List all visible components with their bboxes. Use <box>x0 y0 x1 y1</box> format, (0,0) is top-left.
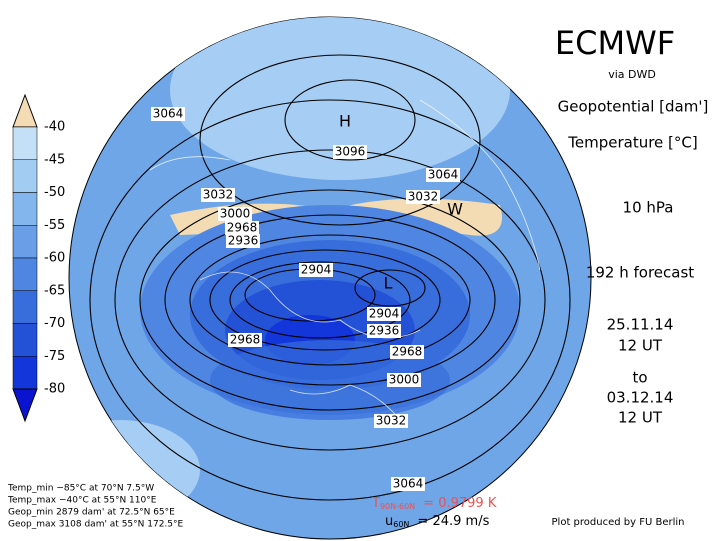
symbol: T <box>371 496 380 511</box>
label-box <box>426 168 460 182</box>
label-box <box>406 190 440 204</box>
contour-label: 3032 <box>408 190 439 204</box>
contour-label: 3064 <box>393 477 424 491</box>
label-box <box>299 263 333 277</box>
label-box <box>387 373 421 387</box>
colorbar-label: -50 <box>44 185 65 200</box>
stat-line: Geop_min 2879 dam' at 72.5°N 65°E <box>8 508 175 518</box>
label-box <box>333 145 367 159</box>
label-box <box>151 107 185 121</box>
contour-label: 2904 <box>301 263 332 277</box>
contour-label: 2968 <box>392 345 423 359</box>
colorbar-box <box>12 159 38 193</box>
contour-label: 3096 <box>335 145 366 159</box>
stat-line: Temp_min −85°C at 70°N 7.5°W <box>7 484 154 494</box>
label-box <box>367 324 401 338</box>
colorbar-label: -70 <box>44 316 65 331</box>
center-label: L <box>384 274 393 293</box>
contour-label: 3064 <box>428 168 459 182</box>
colorbar-label: -60 <box>44 251 65 266</box>
colorbar: -40 -45 -50 -55 -60 -65 -70 -75 -80 <box>12 93 65 423</box>
colorbar-label: -80 <box>44 382 65 397</box>
colorbar-label: -65 <box>44 283 65 298</box>
contour-label: 3000 <box>220 207 251 221</box>
field: Temperature [°C] <box>567 134 697 152</box>
label-box <box>228 333 262 347</box>
colorbar-cap <box>12 388 38 423</box>
stat-line: Temp_max −40°C at 55°N 110°E <box>7 496 157 506</box>
center-label: H <box>339 112 351 131</box>
colorbar-box <box>12 225 38 259</box>
header: ECMWF via DWD Geopotential [dam'] Temper… <box>555 24 708 427</box>
label-box <box>201 188 235 202</box>
contour-label: 2936 <box>228 234 259 248</box>
contour-label: 2904 <box>369 307 400 321</box>
forecast: 192 h forecast <box>586 264 694 282</box>
value: = 24.9 m/s <box>417 514 489 529</box>
contour-label: 2968 <box>230 333 261 347</box>
colorbar-label: -75 <box>44 349 65 364</box>
t-diff: T90N-60N = 0.9799 K <box>371 496 497 511</box>
level: 10 hPa <box>623 199 674 217</box>
stats: Temp_min −85°C at 70°N 7.5°W Temp_max −40… <box>7 484 184 530</box>
label-box <box>374 414 408 428</box>
colorbar-box <box>12 356 38 390</box>
colorbar-cap <box>12 93 38 128</box>
colorbar-label: -45 <box>44 152 65 167</box>
colorbar-box <box>12 257 38 291</box>
source: via DWD <box>608 68 656 81</box>
date: 25.11.14 <box>607 316 674 334</box>
date: 03.12.14 <box>607 389 674 407</box>
sub: 60N <box>393 520 409 529</box>
symbol: u <box>385 514 393 529</box>
contour-label: 3032 <box>203 188 234 202</box>
u-wind: u60N = 24.9 m/s <box>385 514 490 529</box>
contour-label: 3000 <box>389 373 420 387</box>
contour-label: 2936 <box>369 324 400 338</box>
colorbar-box <box>12 192 38 226</box>
sub: 90N-60N <box>380 502 415 511</box>
label-box <box>225 221 259 235</box>
value: = 0.9799 K <box>423 496 497 511</box>
title: ECMWF <box>555 24 675 62</box>
colorbar-label: -55 <box>44 218 65 233</box>
colorbar-label: -40 <box>44 120 65 135</box>
contour-label: 2968 <box>227 221 258 235</box>
label-box <box>218 207 252 221</box>
time: 12 UT <box>618 409 663 427</box>
label-box <box>390 345 424 359</box>
to: to <box>632 369 647 387</box>
contour-label: 3064 <box>153 107 184 121</box>
label-box <box>226 234 260 248</box>
time: 12 UT <box>618 337 663 355</box>
colorbar-box <box>12 323 38 357</box>
stat-line: Geop_max 3108 dam' at 55°N 172.5°E <box>8 520 184 530</box>
label-box <box>391 477 425 491</box>
colorbar-box <box>12 126 38 160</box>
label-box <box>367 307 401 321</box>
field: Geopotential [dam'] <box>558 98 709 116</box>
center-label: W <box>447 200 463 219</box>
credit: Plot produced by FU Berlin <box>552 517 685 528</box>
contour-label: 3032 <box>376 414 407 428</box>
footer: T90N-60N = 0.9799 K u60N = 24.9 m/s Plot p… <box>371 496 684 529</box>
colorbar-box <box>12 290 38 324</box>
